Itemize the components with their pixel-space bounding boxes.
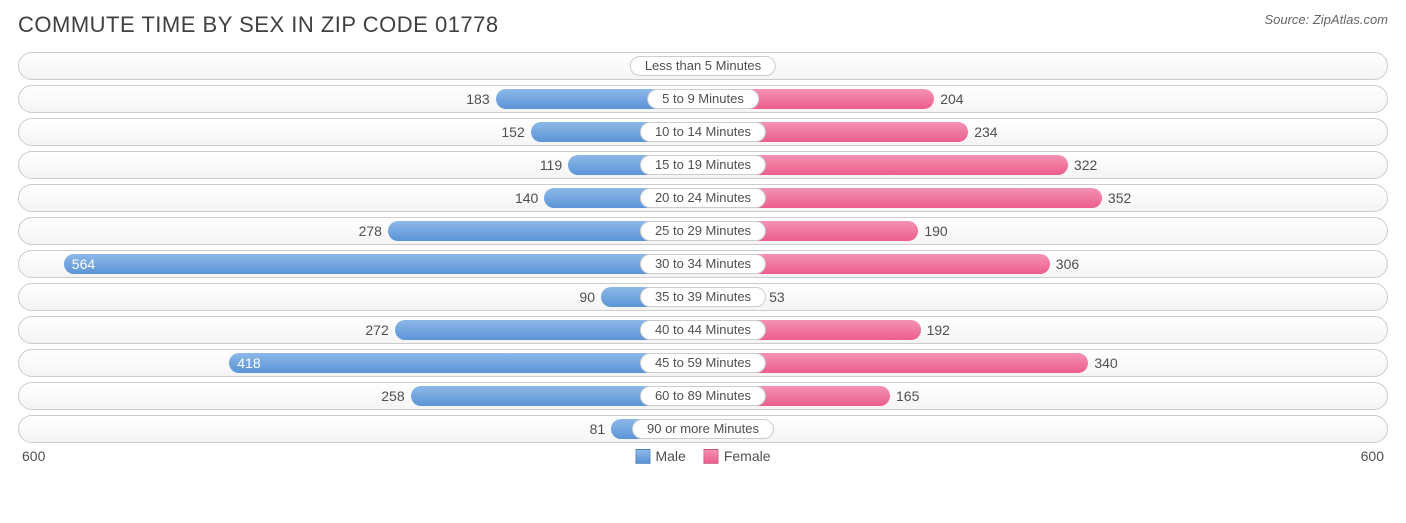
legend-item-female: Female <box>704 448 771 464</box>
male-bar <box>229 353 703 373</box>
category-pill: Less than 5 Minutes <box>630 56 776 76</box>
category-pill: 10 to 14 Minutes <box>640 122 766 142</box>
chart-row: 418 340 45 to 59 Minutes <box>18 349 1388 377</box>
category-pill: 35 to 39 Minutes <box>640 287 766 307</box>
male-value-label: 81 <box>590 419 612 439</box>
chart-row: 140 352 20 to 24 Minutes <box>18 184 1388 212</box>
male-value-label: 140 <box>515 188 544 208</box>
female-value-label: 165 <box>890 386 919 406</box>
male-value-label: 564 <box>64 254 95 274</box>
chart-row: 272 192 40 to 44 Minutes <box>18 316 1388 344</box>
chart-row: 90 5335 to 39 Minutes <box>18 283 1388 311</box>
legend-label-male: Male <box>655 448 685 464</box>
chart-row: 258 165 60 to 89 Minutes <box>18 382 1388 410</box>
chart-title: COMMUTE TIME BY SEX IN ZIP CODE 01778 <box>18 12 499 38</box>
legend: Male Female <box>635 448 770 464</box>
male-value-label: 183 <box>466 89 495 109</box>
chart-row: 278 190 25 to 29 Minutes <box>18 217 1388 245</box>
female-value-label: 53 <box>763 287 785 307</box>
chart-rows: 4231Less than 5 Minutes 183 204 5 to 9 Minu… <box>18 52 1388 443</box>
category-pill: 40 to 44 Minutes <box>640 320 766 340</box>
category-pill: 60 to 89 Minutes <box>640 386 766 406</box>
x-axis: 600 Male Female 600 <box>18 448 1388 464</box>
chart-container: COMMUTE TIME BY SEX IN ZIP CODE 01778 So… <box>0 0 1406 523</box>
axis-label-right: 600 <box>1361 448 1384 464</box>
male-value-label: 258 <box>381 386 410 406</box>
category-pill: 90 or more Minutes <box>632 419 774 439</box>
axis-label-left: 600 <box>22 448 45 464</box>
female-value-label: 306 <box>1050 254 1079 274</box>
chart-row: 183 204 5 to 9 Minutes <box>18 85 1388 113</box>
female-value-label: 190 <box>918 221 947 241</box>
male-value-label: 152 <box>501 122 530 142</box>
chart-header: COMMUTE TIME BY SEX IN ZIP CODE 01778 So… <box>18 12 1388 38</box>
male-value-label: 278 <box>359 221 388 241</box>
legend-label-female: Female <box>724 448 771 464</box>
chart-row: 813190 or more Minutes <box>18 415 1388 443</box>
category-pill: 20 to 24 Minutes <box>640 188 766 208</box>
male-value-label: 119 <box>540 155 568 175</box>
female-value-label: 204 <box>934 89 963 109</box>
category-pill: 30 to 34 Minutes <box>640 254 766 274</box>
category-pill: 15 to 19 Minutes <box>640 155 766 175</box>
female-value-label: 322 <box>1068 155 1097 175</box>
chart-row: 152 234 10 to 14 Minutes <box>18 118 1388 146</box>
category-pill: 45 to 59 Minutes <box>640 353 766 373</box>
female-value-label: 234 <box>968 122 997 142</box>
source-attribution: Source: ZipAtlas.com <box>1264 12 1388 27</box>
chart-row: 4231Less than 5 Minutes <box>18 52 1388 80</box>
male-value-label: 90 <box>579 287 601 307</box>
female-value-label: 340 <box>1088 353 1117 373</box>
chart-row: 119 322 15 to 19 Minutes <box>18 151 1388 179</box>
male-value-label: 418 <box>229 353 260 373</box>
category-pill: 5 to 9 Minutes <box>647 89 759 109</box>
chart-row: 564 306 30 to 34 Minutes <box>18 250 1388 278</box>
female-value-label: 192 <box>921 320 950 340</box>
legend-item-male: Male <box>635 448 685 464</box>
female-swatch-icon <box>704 449 719 464</box>
male-bar <box>64 254 703 274</box>
category-pill: 25 to 29 Minutes <box>640 221 766 241</box>
male-value-label: 272 <box>365 320 394 340</box>
male-swatch-icon <box>635 449 650 464</box>
female-value-label: 352 <box>1102 188 1131 208</box>
